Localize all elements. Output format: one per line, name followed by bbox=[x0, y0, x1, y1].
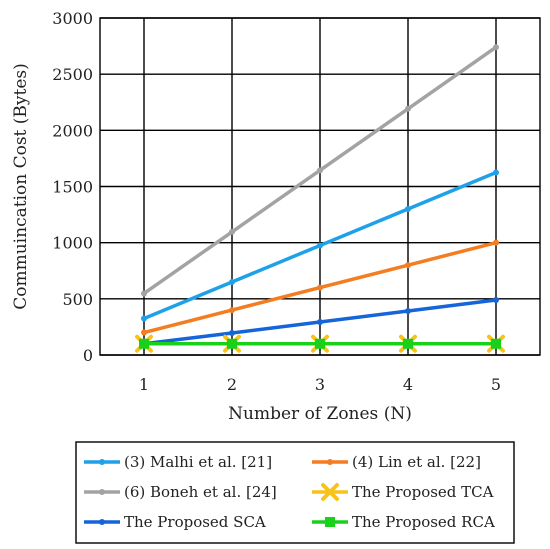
legend-label: The Proposed TCA bbox=[352, 483, 494, 501]
legend-entry-3-malhi-et-al-21: (3) Malhi et al. [21] bbox=[84, 453, 272, 471]
plot-frame bbox=[99, 17, 541, 356]
legend-entry-the-proposed-rca: The Proposed RCA bbox=[312, 513, 495, 531]
data-point-the-proposed-rca-5 bbox=[491, 338, 501, 349]
legend-label: The Proposed SCA bbox=[124, 513, 266, 531]
legend-entry-4-lin-et-al-22: (4) Lin et al. [22] bbox=[312, 453, 481, 471]
series-3-malhi-et-al-21 bbox=[141, 169, 499, 322]
y-axis-title: Commuincation Cost (Bytes) bbox=[11, 63, 31, 310]
data-point-3-malhi-et-al-21-4 bbox=[405, 205, 411, 212]
data-point-6-boneh-et-al-24-5 bbox=[493, 44, 499, 51]
series-6-boneh-et-al-24 bbox=[141, 44, 499, 297]
legend-label: (3) Malhi et al. [21] bbox=[124, 453, 272, 471]
legend-swatch-marker bbox=[325, 517, 335, 527]
legend-swatch-marker bbox=[99, 519, 105, 525]
data-point-the-proposed-sca-2 bbox=[229, 329, 235, 336]
legend-entry-the-proposed-sca: The Proposed SCA bbox=[84, 513, 266, 531]
legend-box bbox=[75, 441, 515, 544]
data-point-3-malhi-et-al-21-1 bbox=[141, 315, 147, 322]
y-tick-label: 2500 bbox=[52, 65, 93, 84]
series-4-lin-et-al-22 bbox=[141, 239, 499, 336]
x-tick-label: 4 bbox=[403, 375, 413, 394]
x-axis-title: Number of Zones (N) bbox=[228, 404, 412, 424]
data-point-6-boneh-et-al-24-2 bbox=[229, 228, 235, 235]
x-tick-label: 2 bbox=[227, 375, 237, 394]
data-point-6-boneh-et-al-24-4 bbox=[405, 105, 411, 112]
y-tick-label: 1000 bbox=[52, 234, 93, 253]
x-tick-label: 5 bbox=[491, 375, 501, 394]
series-layer bbox=[135, 44, 505, 353]
y-axis-ticks: 0 500 1000 1500 2000 2500 3000 bbox=[52, 9, 93, 365]
data-point-the-proposed-rca-4 bbox=[403, 338, 413, 349]
y-tick-label: 2000 bbox=[52, 121, 93, 140]
data-point-3-malhi-et-al-21-2 bbox=[229, 278, 235, 285]
y-tick-label: 1500 bbox=[52, 178, 93, 197]
data-point-the-proposed-rca-1 bbox=[139, 338, 149, 349]
legend-swatch-marker bbox=[327, 459, 333, 465]
legend-swatch-marker bbox=[99, 459, 105, 465]
series-the-proposed-rca bbox=[139, 338, 501, 349]
data-point-the-proposed-sca-4 bbox=[405, 307, 411, 314]
data-point-4-lin-et-al-22-4 bbox=[405, 262, 411, 269]
legend-entry-the-proposed-tca: The Proposed TCA bbox=[312, 483, 494, 501]
data-point-the-proposed-sca-3 bbox=[317, 318, 323, 325]
legend-swatch-marker bbox=[321, 483, 339, 501]
legend-label: The Proposed RCA bbox=[352, 513, 495, 531]
data-point-6-boneh-et-al-24-3 bbox=[317, 167, 323, 174]
data-point-4-lin-et-al-22-5 bbox=[493, 239, 499, 246]
data-point-4-lin-et-al-22-1 bbox=[141, 329, 147, 336]
legend-entry-6-boneh-et-al-24: (6) Boneh et al. [24] bbox=[84, 483, 277, 501]
data-point-4-lin-et-al-22-3 bbox=[317, 284, 323, 291]
data-point-6-boneh-et-al-24-1 bbox=[141, 290, 147, 297]
legend-label: (6) Boneh et al. [24] bbox=[124, 483, 277, 501]
data-point-the-proposed-sca-5 bbox=[493, 296, 499, 303]
legend: (3) Malhi et al. [21] (4) Lin et al. [22]… bbox=[75, 441, 515, 544]
legend-swatch-marker-stroke-b bbox=[321, 483, 339, 501]
x-axis-ticks: 1 2 3 4 5 bbox=[139, 375, 501, 394]
data-point-the-proposed-rca-3 bbox=[315, 338, 325, 349]
data-point-the-proposed-rca-2 bbox=[227, 338, 237, 349]
x-tick-label: 3 bbox=[315, 375, 325, 394]
legend-swatch-marker bbox=[99, 489, 105, 495]
data-point-3-malhi-et-al-21-5 bbox=[493, 169, 499, 176]
x-tick-label: 1 bbox=[139, 375, 149, 394]
y-tick-label: 3000 bbox=[52, 9, 93, 28]
y-tick-label: 500 bbox=[62, 290, 93, 309]
plot-border bbox=[99, 17, 541, 356]
series-the-proposed-sca bbox=[141, 296, 499, 347]
legend-label: (4) Lin et al. [22] bbox=[352, 453, 481, 471]
data-point-4-lin-et-al-22-2 bbox=[229, 307, 235, 314]
y-tick-label: 0 bbox=[83, 346, 93, 365]
data-point-3-malhi-et-al-21-3 bbox=[317, 242, 323, 249]
